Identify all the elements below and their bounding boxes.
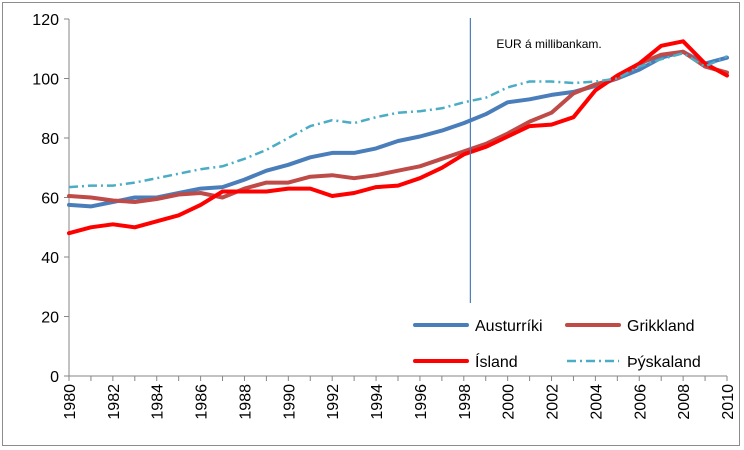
x-tick-label: 1984 bbox=[150, 384, 167, 420]
series-line-austurríki bbox=[67, 49, 729, 209]
y-tick-label: 80 bbox=[41, 131, 59, 148]
axes: 0 20 40 60 80 100 120 1980 1982 1984 1986 1988 1990 1… bbox=[32, 12, 737, 420]
x-tick-label: 2006 bbox=[632, 384, 649, 420]
legend-label: Þýskaland bbox=[627, 354, 701, 371]
y-tick-label: 0 bbox=[50, 369, 59, 386]
annotation-layer: EUR á millibankam. bbox=[469, 18, 602, 303]
y-tick-label: 100 bbox=[32, 72, 59, 89]
x-tick-label: 2004 bbox=[588, 384, 605, 420]
x-tick-label: 1998 bbox=[457, 384, 474, 420]
y-tick-label: 60 bbox=[41, 191, 59, 208]
series-line-þýskaland bbox=[68, 51, 728, 189]
annotation-label: EUR á millibankam. bbox=[496, 37, 601, 51]
x-tick-label: 2000 bbox=[501, 384, 518, 420]
y-tick-label: 40 bbox=[41, 250, 59, 267]
series-layer bbox=[67, 39, 729, 236]
series-line-grikkland bbox=[67, 49, 729, 204]
x-tick-label: 1994 bbox=[369, 384, 386, 420]
x-tick-label: 1992 bbox=[325, 384, 342, 420]
y-tick-label: 20 bbox=[41, 310, 59, 327]
y-tick-label: 120 bbox=[32, 12, 59, 29]
x-tick-label: 1982 bbox=[106, 384, 123, 420]
x-tick-label: 2002 bbox=[545, 384, 562, 420]
legend-label: Grikkland bbox=[627, 318, 695, 335]
legend: Austurríki Grikkland Ísland Þýskaland bbox=[413, 318, 701, 371]
series-line-ísland bbox=[67, 39, 729, 236]
x-tick-label: 1988 bbox=[237, 384, 254, 420]
legend-label: Ísland bbox=[475, 352, 518, 371]
x-tick-label: 2008 bbox=[676, 384, 693, 420]
x-tick-label: 1980 bbox=[62, 384, 79, 420]
legend-label: Austurríki bbox=[475, 318, 543, 335]
x-tick-label: 1990 bbox=[281, 384, 298, 420]
x-tick-label: 1996 bbox=[413, 384, 430, 420]
x-tick-label: 1986 bbox=[194, 384, 211, 420]
x-tick-label: 2010 bbox=[720, 384, 737, 420]
